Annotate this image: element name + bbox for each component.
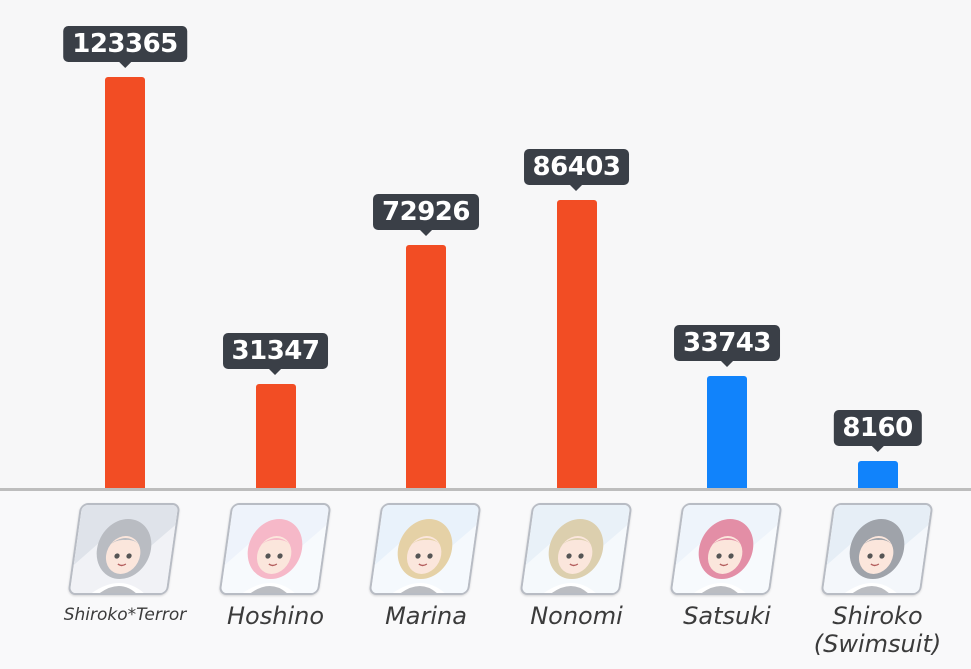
bar-3 (406, 245, 446, 488)
value-label-1: 123365 (63, 26, 187, 68)
category-label-6: Shiroko (Swimsuit) (813, 602, 942, 658)
character-portrait-satsuki-icon (669, 503, 783, 595)
value-label-2: 31347 (222, 332, 329, 375)
x-axis-baseline (0, 488, 971, 491)
bar-1 (105, 77, 145, 488)
character-portrait-marina-icon (368, 503, 482, 595)
value-label-4: 86403 (523, 149, 630, 192)
character-portrait-shiroko-swimsuit-icon (820, 503, 933, 595)
category-label-2: Hoshino (226, 602, 325, 630)
bar-5 (707, 375, 747, 488)
bar-4 (556, 200, 597, 488)
value-label-3: 72926 (373, 194, 479, 237)
bar-2 (255, 383, 296, 488)
category-label-3: Marina (385, 602, 467, 630)
character-portrait-shiroko-terror-icon (67, 503, 181, 595)
category-label-1: Shiroko*Terror (63, 605, 187, 625)
category-label-4: Nonomi (530, 602, 623, 630)
character-portrait-hoshino-icon (218, 503, 331, 595)
plot-area (0, 0, 971, 489)
value-label-5: 33743 (674, 324, 780, 367)
category-label-5: Satsuki (683, 602, 771, 630)
bar-6 (857, 460, 898, 488)
character-portrait-nonomi-icon (519, 503, 632, 595)
value-label-6: 8160 (833, 409, 922, 452)
